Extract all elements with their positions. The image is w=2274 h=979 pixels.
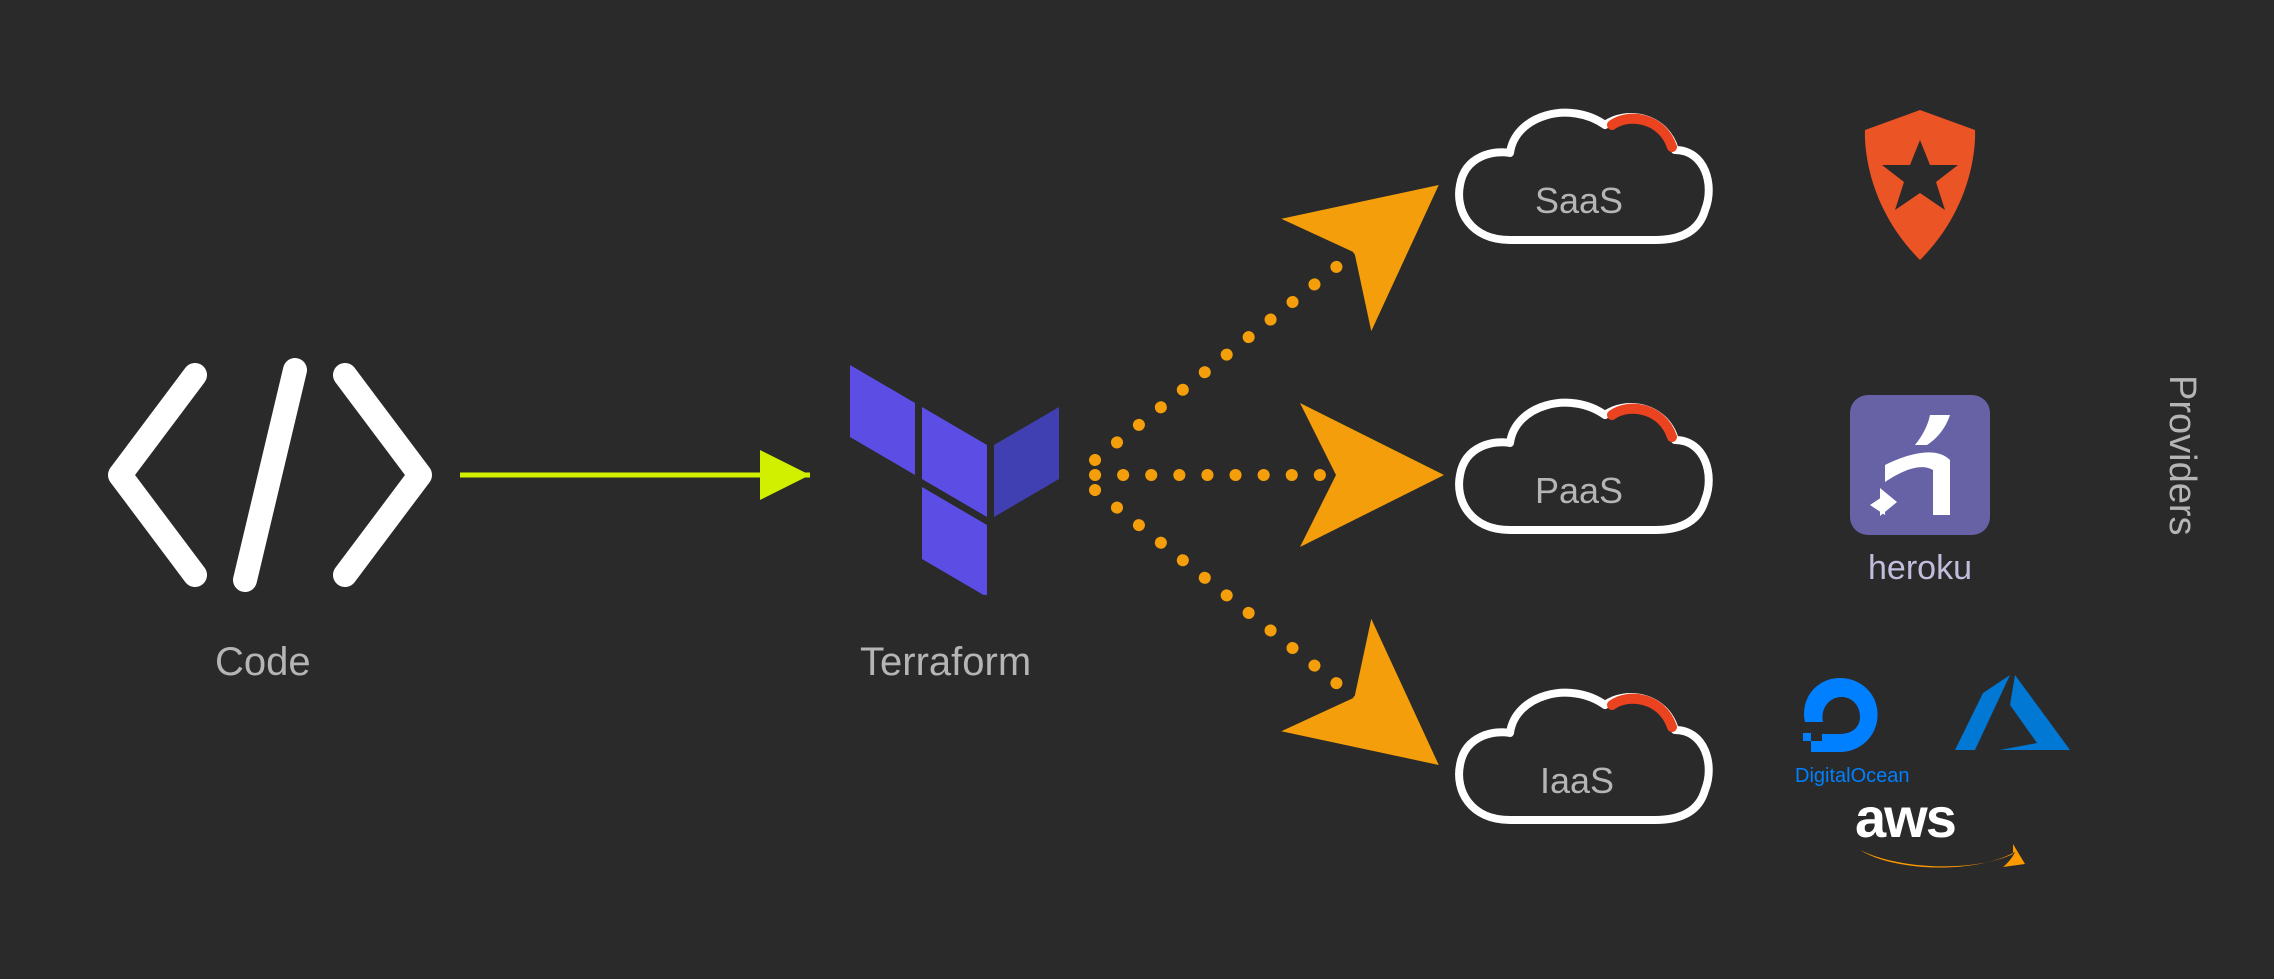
- aws-icon: aws: [1855, 785, 2035, 887]
- terraform-label: Terraform: [860, 640, 1031, 685]
- heroku-icon: heroku: [1845, 390, 1995, 588]
- providers-label: Providers: [2160, 375, 2203, 536]
- saas-label: SaaS: [1535, 180, 1623, 222]
- code-label: Code: [215, 640, 311, 685]
- saas-cloud: SaaS: [1440, 95, 1720, 280]
- iaas-cloud: IaaS: [1440, 675, 1720, 860]
- heroku-label: heroku: [1845, 549, 1995, 588]
- iaas-label: IaaS: [1540, 760, 1614, 802]
- digitalocean-icon: DigitalOcean: [1795, 670, 1910, 788]
- aws-label: aws: [1855, 785, 2035, 850]
- azure-icon: [1955, 665, 2075, 765]
- paas-cloud: PaaS: [1440, 385, 1720, 570]
- auth0-icon: [1850, 100, 1990, 270]
- arrow-code-to-terraform: [450, 445, 850, 505]
- paas-label: PaaS: [1535, 470, 1623, 512]
- terraform-diagram: Code Terraform SaaS: [0, 0, 2274, 979]
- code-icon: [100, 355, 440, 595]
- terraform-icon: [840, 355, 1060, 595]
